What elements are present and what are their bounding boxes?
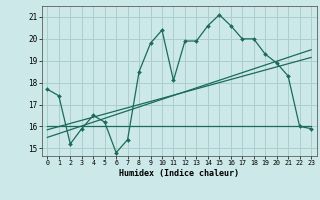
X-axis label: Humidex (Indice chaleur): Humidex (Indice chaleur) [119, 169, 239, 178]
